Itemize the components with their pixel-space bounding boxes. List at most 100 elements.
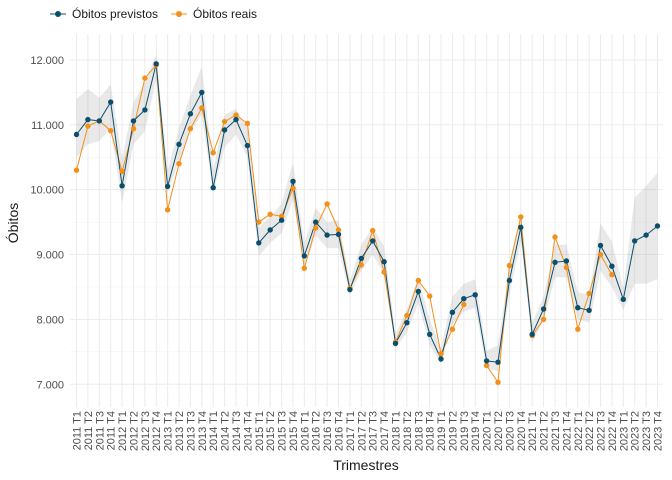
data-point-reais — [438, 351, 444, 357]
x-tick-label: 2016 T1 — [299, 411, 311, 451]
data-point-previstos — [153, 61, 159, 67]
x-tick-label: 2022 T3 — [596, 411, 608, 451]
x-tick-label: 2014 T2 — [220, 411, 232, 451]
x-tick-label: 2019 T3 — [459, 411, 471, 451]
x-tick-label: 2012 T3 — [140, 411, 152, 451]
x-tick-label: 2017 T2 — [356, 411, 368, 451]
data-point-previstos — [119, 183, 125, 189]
data-point-previstos — [643, 232, 649, 238]
data-point-reais — [552, 234, 558, 240]
data-point-previstos — [609, 263, 615, 269]
x-tick-label: 2017 T1 — [345, 411, 357, 451]
data-point-reais — [461, 301, 467, 308]
x-tick-label: 2022 T4 — [607, 411, 619, 451]
y-tick-label: 8.000 — [36, 314, 64, 326]
x-tick-label: 2022 T2 — [584, 411, 596, 451]
data-point-reais — [164, 207, 171, 213]
legend-label-previstos: Óbitos previstos — [72, 6, 158, 21]
data-point-reais — [427, 293, 433, 299]
x-tick-label: 2015 T2 — [265, 411, 277, 451]
data-point-previstos — [540, 306, 547, 312]
data-point-previstos — [427, 331, 433, 337]
data-point-previstos — [597, 242, 604, 249]
data-point-reais — [370, 227, 376, 234]
data-point-previstos — [335, 231, 342, 238]
data-point-previstos — [221, 127, 228, 133]
data-point-previstos — [449, 309, 456, 315]
data-point-previstos — [392, 340, 399, 347]
legend: Óbitos previstos Óbitos reais — [50, 6, 257, 21]
data-point-previstos — [415, 288, 421, 295]
data-point-previstos — [381, 259, 387, 265]
data-point-previstos — [290, 178, 296, 184]
x-tick-label: 2015 T4 — [288, 411, 300, 451]
x-tick-label: 2023 T1 — [618, 411, 630, 451]
x-tick-label: 2023 T4 — [653, 411, 665, 451]
data-point-reais — [119, 168, 125, 175]
x-tick-label: 2012 T1 — [117, 411, 129, 451]
data-point-previstos — [518, 224, 524, 230]
data-point-reais — [540, 316, 547, 323]
x-tick-label: 2018 T2 — [402, 411, 414, 451]
data-point-previstos — [130, 118, 137, 124]
x-tick-label: 2014 T4 — [242, 411, 254, 451]
x-tick-label: 2019 T4 — [470, 411, 482, 451]
x-tick-label: 2019 T2 — [447, 411, 459, 451]
data-point-previstos — [483, 358, 490, 364]
x-tick-label: 2022 T1 — [573, 411, 585, 451]
data-point-previstos — [654, 223, 661, 229]
data-point-reais — [256, 219, 262, 225]
data-point-previstos — [632, 238, 638, 244]
y-tick-label: 10.000 — [30, 185, 64, 197]
data-point-reais — [210, 150, 216, 156]
x-tick-label: 2011 T4 — [106, 411, 118, 450]
data-point-previstos — [438, 356, 444, 362]
x-tick-label: 2020 T4 — [516, 411, 528, 451]
data-point-reais — [108, 128, 114, 134]
data-point-reais — [267, 211, 273, 217]
data-point-reais — [597, 251, 604, 258]
x-tick-label: 2021 T3 — [550, 411, 562, 451]
x-tick-label: 2011 T1 — [72, 411, 84, 450]
data-point-reais — [483, 362, 490, 369]
data-point-previstos — [313, 219, 319, 225]
series-points — [73, 61, 661, 385]
x-tick-label: 2016 T4 — [334, 411, 346, 451]
x-tick-label: 2013 T2 — [174, 411, 186, 451]
legend-swatch-dot-previstos — [55, 11, 61, 17]
x-tick-label: 2012 T4 — [151, 411, 163, 451]
data-point-previstos — [164, 183, 171, 190]
data-point-previstos — [529, 331, 535, 337]
data-point-reais — [176, 161, 182, 167]
confidence-band — [76, 54, 658, 372]
data-point-reais — [506, 262, 513, 269]
data-point-previstos — [267, 227, 273, 233]
x-tick-label: 2017 T4 — [379, 411, 391, 451]
data-point-previstos — [563, 258, 570, 264]
x-tick-label: 2016 T2 — [311, 411, 323, 451]
data-point-reais — [130, 126, 137, 132]
x-tick-label: 2013 T4 — [197, 411, 209, 451]
data-point-reais — [415, 277, 421, 284]
x-tick-label: 2021 T1 — [527, 411, 539, 451]
x-axis-title: Trimestres — [333, 457, 399, 473]
x-tick-label: 2018 T4 — [425, 411, 437, 451]
x-tick-label: 2019 T1 — [436, 411, 448, 451]
x-axis-ticks: 2011 T1 2011 T2 2011 T3 2011 T4 2012 T1 2012 … — [72, 411, 665, 451]
data-point-reais — [586, 290, 592, 297]
data-point-reais — [313, 225, 319, 231]
data-point-previstos — [495, 359, 501, 365]
data-point-reais — [563, 264, 570, 271]
x-tick-label: 2023 T2 — [630, 411, 642, 451]
data-point-reais — [324, 201, 330, 207]
x-tick-label: 2020 T2 — [493, 411, 505, 451]
data-point-reais — [335, 227, 342, 233]
data-point-previstos — [96, 118, 103, 124]
x-tick-label: 2023 T3 — [641, 411, 653, 451]
data-point-reais — [199, 105, 205, 111]
series-line-previstos — [76, 63, 658, 363]
confidence-band-area — [76, 54, 658, 372]
data-point-reais — [187, 126, 194, 132]
y-tick-label: 9.000 — [36, 250, 64, 262]
